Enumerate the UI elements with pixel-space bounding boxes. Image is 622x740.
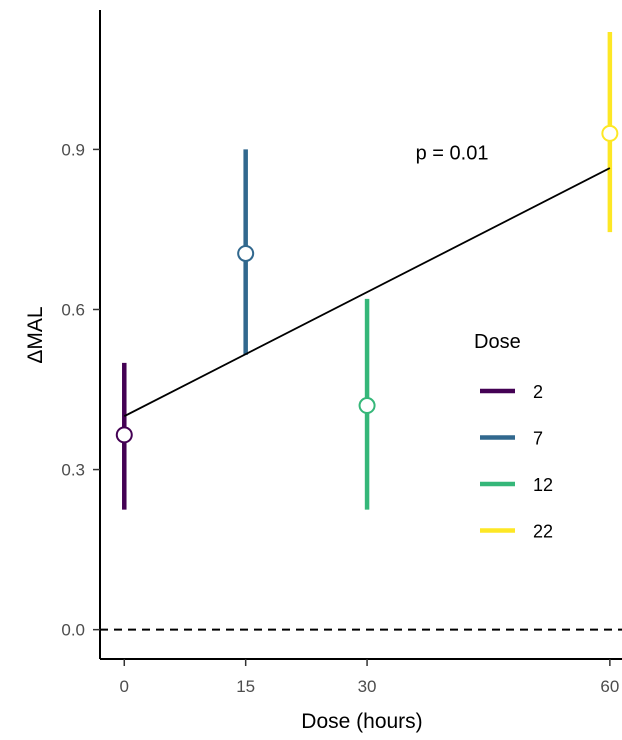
regression-line xyxy=(123,167,611,418)
legend-label-12: 12 xyxy=(533,475,553,495)
tick-layer: 0 15 30 60 0.0 0.3 0.6 0.9 xyxy=(61,140,619,696)
legend-label-2: 2 xyxy=(533,382,543,402)
legend-label-7: 7 xyxy=(533,429,543,449)
y-axis-title: ΔMAL xyxy=(24,306,47,363)
mean-point-dose-2 xyxy=(115,426,133,444)
legend-label-22: 22 xyxy=(533,522,553,542)
y-tick-label: 0.6 xyxy=(61,300,85,319)
y-tick-label: 0.9 xyxy=(61,140,85,159)
mean-point-dose-22 xyxy=(601,124,619,142)
axes xyxy=(99,10,622,660)
mean-point-dose-12 xyxy=(358,397,376,415)
y-tick-label: 0.0 xyxy=(61,621,85,640)
x-tick-label: 15 xyxy=(236,677,255,696)
legend-title: Dose xyxy=(474,331,521,353)
trend-line-layer xyxy=(123,167,611,418)
x-axis-title: Dose (hours) xyxy=(301,710,422,733)
x-tick-label: 0 xyxy=(120,677,129,696)
point-layer xyxy=(115,124,619,444)
p-value-annotation: p = 0.01 xyxy=(416,142,489,164)
y-tick-label: 0.3 xyxy=(61,461,85,480)
mean-point-dose-7 xyxy=(237,244,255,262)
legend: Dose 2 7 12 22 xyxy=(474,331,553,542)
x-tick-label: 30 xyxy=(358,677,377,696)
x-tick-label: 60 xyxy=(600,677,619,696)
